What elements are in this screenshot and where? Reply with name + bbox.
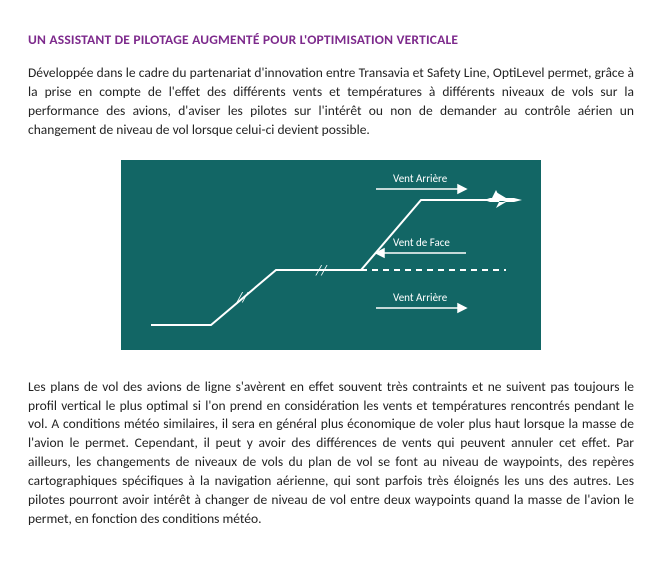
svg-text://: // xyxy=(315,262,328,279)
airplane-icon xyxy=(484,190,522,208)
double-slash-2: // xyxy=(315,262,328,279)
double-slash-1: // xyxy=(236,289,249,306)
label-top: Vent Arrière xyxy=(393,172,448,185)
intro-paragraph: Développée dans le cadre du partenariat … xyxy=(28,64,634,140)
diagram-svg: // // Vent Arrière Vent de Face Vent Arr… xyxy=(121,160,541,350)
svg-text://: // xyxy=(236,289,249,306)
arrow-mid xyxy=(376,249,466,257)
arrow-top xyxy=(376,185,466,193)
flight-diagram: // // Vent Arrière Vent de Face Vent Arr… xyxy=(121,160,541,350)
label-mid: Vent de Face xyxy=(393,236,450,249)
body-paragraph: Les plans de vol des avions de ligne s'a… xyxy=(28,378,634,529)
arrow-bottom xyxy=(376,304,466,312)
label-bottom: Vent Arrière xyxy=(393,291,448,304)
diagram-container: // // Vent Arrière Vent de Face Vent Arr… xyxy=(28,160,634,350)
section-heading: UN ASSISTANT DE PILOTAGE AUGMENTÉ POUR L… xyxy=(28,31,634,50)
